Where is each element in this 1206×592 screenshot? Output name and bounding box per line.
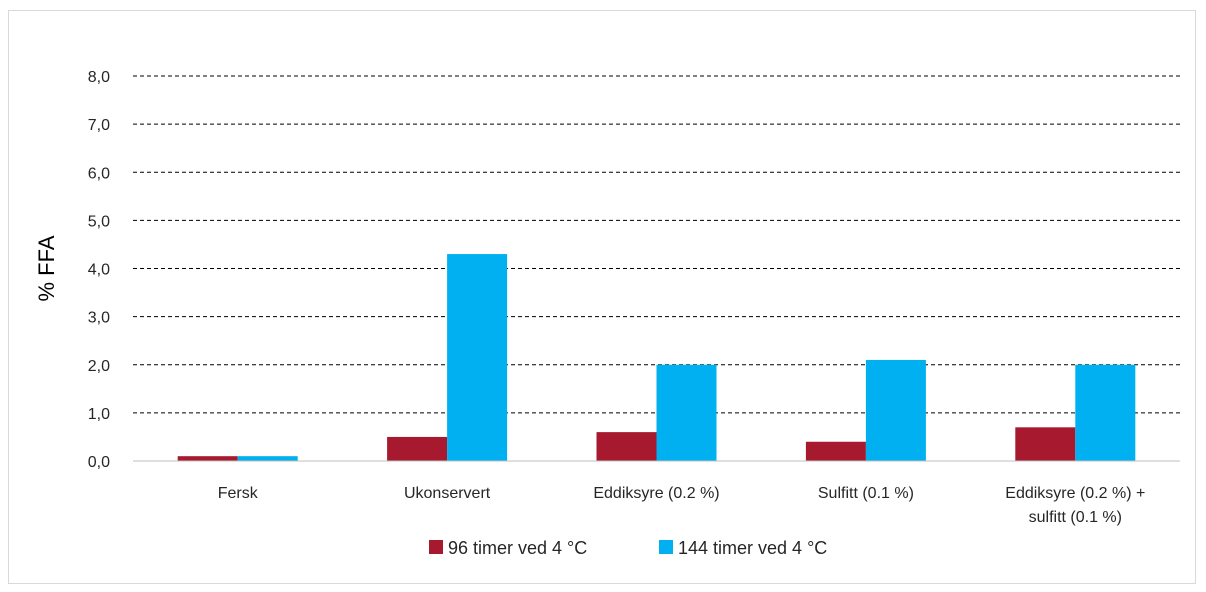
x-tick-label: Eddiksyre (0.2 %): [593, 485, 719, 502]
y-tick-label: 5,0: [88, 213, 110, 230]
bar-96h: [387, 436, 448, 461]
legend-swatch: [429, 540, 443, 554]
y-tick-label: 3,0: [88, 310, 110, 327]
bar-96h: [1015, 427, 1076, 461]
bar-96h: [596, 432, 657, 461]
y-tick-label: 1,0: [88, 406, 110, 423]
legend-label: 144 timer ved 4 °C: [678, 538, 827, 558]
bar-144h: [237, 456, 298, 461]
bars: [177, 254, 1136, 461]
x-tick-label: Eddiksyre (0.2 %) +: [1005, 485, 1145, 502]
y-tick-label: 4,0: [88, 262, 110, 279]
legend-swatch: [659, 540, 673, 554]
x-tick-label: Fersk: [218, 485, 259, 502]
chart-frame: [8, 10, 1196, 584]
bar-96h: [805, 441, 866, 461]
legend: 96 timer ved 4 °C 144 timer ved 4 °C: [429, 538, 827, 558]
x-tick-label: Ukonservert: [404, 485, 491, 502]
bar-144h: [656, 364, 717, 461]
legend-label: 96 timer ved 4 °C: [448, 538, 587, 558]
y-axis-ticks: 0,0 1,0 2,0 3,0 4,0 5,0 6,0 7,0 8,0: [88, 69, 110, 471]
bar-144h: [447, 254, 508, 461]
y-axis-label: % FFA: [34, 235, 59, 301]
x-tick-label: sulfitt (0.1 %): [1029, 509, 1122, 526]
y-tick-label: 0,0: [88, 454, 110, 471]
y-tick-label: 6,0: [88, 165, 110, 182]
x-axis-ticks: Fersk Ukonservert Eddiksyre (0.2 %) Sulfitt…: [218, 485, 1146, 526]
y-tick-label: 8,0: [88, 69, 110, 86]
y-tick-label: 7,0: [88, 117, 110, 134]
y-tick-label: 2,0: [88, 358, 110, 375]
gridlines: [133, 75, 1180, 414]
bar-144h: [1075, 364, 1136, 461]
x-tick-label: Sulfitt (0.1 %): [818, 485, 914, 502]
bar-96h: [177, 456, 238, 461]
bar-144h: [865, 359, 926, 461]
